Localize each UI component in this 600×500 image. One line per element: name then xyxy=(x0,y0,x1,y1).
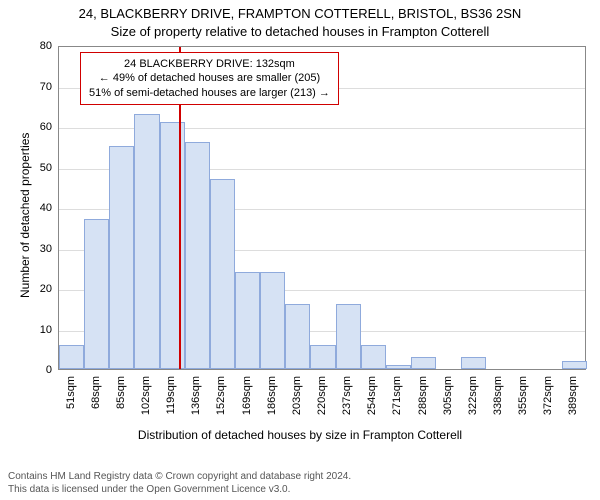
x-tick-label: 203sqm xyxy=(291,376,303,415)
x-tick-label: 152sqm xyxy=(215,376,227,415)
y-tick-label: 0 xyxy=(22,364,52,376)
info-line1: 24 BLACKBERRY DRIVE: 132sqm xyxy=(89,57,330,71)
y-tick-label: 50 xyxy=(22,162,52,174)
histogram-bar xyxy=(260,272,285,369)
x-tick-label: 305sqm xyxy=(442,376,454,415)
x-axis-label: Distribution of detached houses by size … xyxy=(0,428,600,442)
x-tick-label: 322sqm xyxy=(467,376,479,415)
x-tick-label: 186sqm xyxy=(266,376,278,415)
histogram-bar xyxy=(59,345,84,369)
footer-line2: This data is licensed under the Open Gov… xyxy=(8,483,351,496)
histogram-bar xyxy=(411,357,436,369)
histogram-bar xyxy=(285,304,310,369)
histogram-bar xyxy=(235,272,260,369)
histogram-bar xyxy=(210,179,235,369)
x-tick-label: 220sqm xyxy=(316,376,328,415)
x-tick-label: 51sqm xyxy=(65,376,77,409)
x-tick-label: 372sqm xyxy=(542,376,554,415)
histogram-bar xyxy=(336,304,361,369)
info-box: 24 BLACKBERRY DRIVE: 132sqm ← 49% of det… xyxy=(80,52,339,105)
x-tick-label: 68sqm xyxy=(90,376,102,409)
x-tick-label: 254sqm xyxy=(366,376,378,415)
y-tick-label: 20 xyxy=(22,283,52,295)
y-tick-label: 80 xyxy=(22,40,52,52)
x-tick-label: 102sqm xyxy=(140,376,152,415)
histogram-bar xyxy=(361,345,386,369)
histogram-bar xyxy=(386,365,411,369)
chart-container: 24, BLACKBERRY DRIVE, FRAMPTON COTTERELL… xyxy=(0,0,600,500)
y-tick-label: 10 xyxy=(22,324,52,336)
histogram-bar xyxy=(461,357,486,369)
histogram-bar xyxy=(84,219,109,369)
histogram-bar xyxy=(185,142,210,369)
footer: Contains HM Land Registry data © Crown c… xyxy=(8,470,351,496)
histogram-bar xyxy=(160,122,185,369)
x-tick-label: 119sqm xyxy=(165,376,177,414)
address-title: 24, BLACKBERRY DRIVE, FRAMPTON COTTERELL… xyxy=(0,6,600,21)
footer-line1: Contains HM Land Registry data © Crown c… xyxy=(8,470,351,483)
info-line3: 51% of semi-detached houses are larger (… xyxy=(89,86,330,100)
histogram-bar xyxy=(109,146,134,369)
x-tick-label: 136sqm xyxy=(190,376,202,415)
x-tick-label: 288sqm xyxy=(417,376,429,415)
y-tick-label: 70 xyxy=(22,81,52,93)
y-tick-label: 30 xyxy=(22,243,52,255)
x-tick-label: 389sqm xyxy=(567,376,579,415)
x-tick-label: 271sqm xyxy=(391,376,403,415)
y-axis-label: Number of detached properties xyxy=(18,133,32,298)
subtitle: Size of property relative to detached ho… xyxy=(0,24,600,39)
x-tick-label: 85sqm xyxy=(115,376,127,409)
x-tick-label: 355sqm xyxy=(517,376,529,415)
x-tick-label: 169sqm xyxy=(241,376,253,415)
histogram-bar xyxy=(562,361,587,369)
histogram-bar xyxy=(134,114,159,369)
x-tick-label: 237sqm xyxy=(341,376,353,415)
x-tick-label: 338sqm xyxy=(492,376,504,415)
y-tick-label: 40 xyxy=(22,202,52,214)
y-tick-label: 60 xyxy=(22,121,52,133)
info-line2: ← 49% of detached houses are smaller (20… xyxy=(89,71,330,85)
histogram-bar xyxy=(310,345,335,369)
